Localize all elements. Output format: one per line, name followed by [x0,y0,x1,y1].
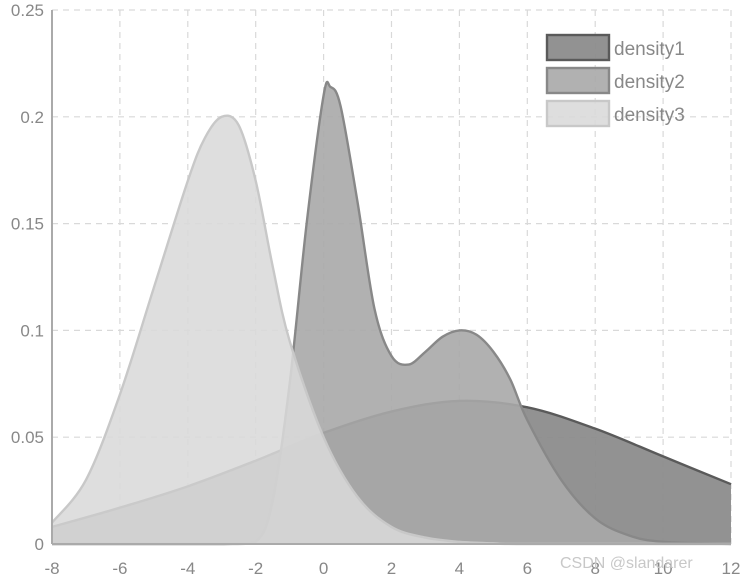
y-tick-label-0: 0 [35,535,44,554]
area-density2 [52,81,731,544]
area-density3 [52,115,731,544]
x-tick-label-9: 10 [654,559,673,578]
y-tick-label-1: 0.05 [11,428,44,447]
legend-swatch-density3 [545,99,611,128]
x-tick-label-8: 8 [590,559,599,578]
plot-area [51,80,732,546]
x-tick-label-0: -8 [44,559,59,578]
tick-labels: -8 -6 -4 -2 0 2 4 6 8 10 12 0 0.05 0.1 0.15 0.2 0.25 [11,1,741,578]
x-tick-label-5: 2 [387,559,396,578]
legend: density1 density2 density3 [545,33,685,128]
x-tick-label-4: 0 [319,559,328,578]
line-density3 [51,114,731,546]
y-tick-label-5: 0.25 [11,1,44,20]
legend-label-density1: density1 [614,39,685,60]
legend-label-density2: density2 [614,72,685,93]
x-tick-label-3: -2 [248,559,263,578]
y-tick-label-2: 0.1 [20,321,44,340]
x-tick-label-2: -4 [180,559,195,578]
x-tick-label-6: 4 [455,559,464,578]
legend-swatch-density1 [545,33,611,62]
legend-label-density3: density3 [614,105,685,126]
y-tick-label-4: 0.2 [20,108,44,127]
x-tick-label-10: 12 [722,559,741,578]
axes [51,10,731,545]
x-tick-label-7: 6 [523,559,532,578]
y-tick-label-3: 0.15 [11,215,44,234]
legend-swatch-density2 [545,66,611,95]
x-tick-label-1: -6 [112,559,127,578]
watermark-text: CSDN @slandarer [560,555,693,572]
